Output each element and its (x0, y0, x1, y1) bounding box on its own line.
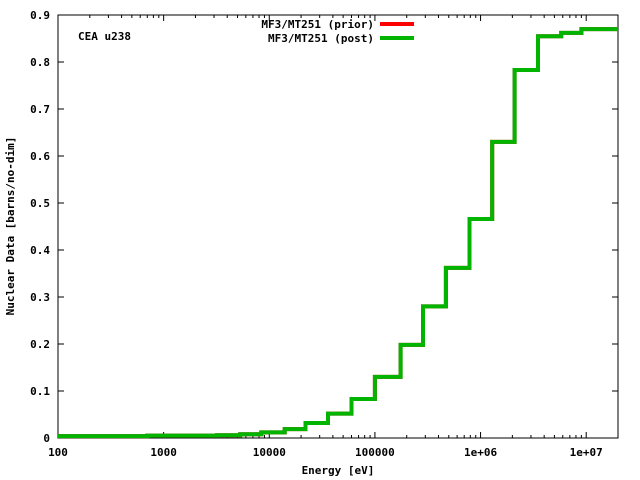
annotation-label: CEA u238 (78, 30, 131, 43)
y-tick-label: 0 (43, 432, 50, 445)
series-line-1 (58, 27, 618, 439)
y-tick-label: 0.8 (30, 56, 50, 69)
y-tick-label: 0.4 (30, 244, 50, 257)
y-tick-label: 0.1 (30, 385, 50, 398)
x-axis-label: Energy [eV] (302, 464, 375, 477)
x-tick-label: 1000 (150, 446, 177, 459)
y-tick-label: 0.7 (30, 103, 50, 116)
series-layer (58, 27, 618, 439)
x-tick-label: 100000 (355, 446, 395, 459)
y-tick-label: 0.9 (30, 9, 50, 22)
legend-label-post: MF3/MT251 (post) (268, 32, 374, 45)
y-tick-label: 0.6 (30, 150, 50, 163)
x-tick-label: 10000 (253, 446, 286, 459)
y-tick-label: 0.5 (30, 197, 50, 210)
y-tick-label: 0.2 (30, 338, 50, 351)
x-tick-label: 1e+07 (570, 446, 603, 459)
plot-area (57, 14, 619, 439)
ticks: 100 1000 10000 100000 1e+06 1e+07 0 0.1 0.2 0.3 0.… (30, 9, 619, 459)
y-tick-label: 0.3 (30, 291, 50, 304)
x-tick-label: 1e+06 (464, 446, 497, 459)
x-tick-label: 100 (48, 446, 68, 459)
legend-label-prior: MF3/MT251 (prior) (261, 18, 374, 31)
y-axis-label: Nuclear Data [barns/no-dim] (4, 137, 17, 316)
